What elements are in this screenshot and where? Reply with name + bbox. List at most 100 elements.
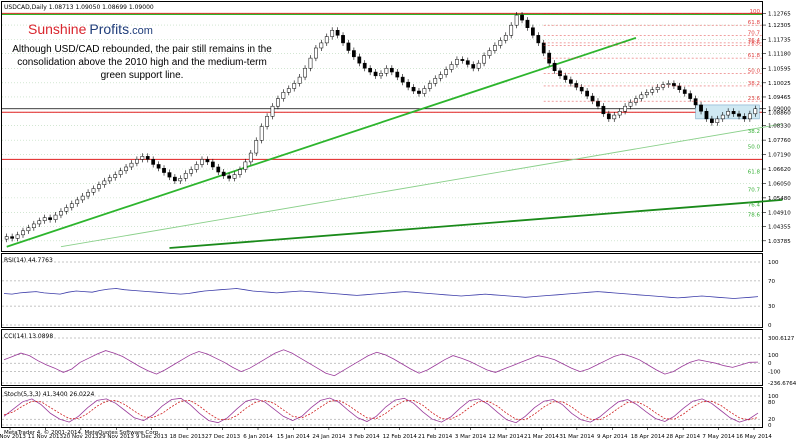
candle-body (395, 71, 400, 78)
x-tick-label: 9 Apr 2014 (597, 434, 628, 440)
candle-body (189, 169, 194, 174)
candle-body (753, 108, 758, 115)
candle-body (248, 152, 253, 163)
candle-body (531, 27, 535, 36)
rsi-line (3, 288, 759, 299)
fib-level-label: 61.8 (748, 53, 761, 59)
candle-body (655, 86, 660, 91)
x-tick-label: 11 Nov 2013 (28, 434, 64, 440)
x-tick-label: 29 Nov 2013 (99, 434, 135, 440)
y-tick-label: 1.06050 (768, 181, 791, 187)
candle-body (69, 203, 74, 208)
candle-body (64, 207, 69, 212)
y-tick-label: 1.09000 (768, 107, 791, 113)
candle-body (601, 105, 606, 115)
candle-body (503, 35, 508, 41)
indicator-tick-label: 80 (768, 400, 775, 406)
candle-body (162, 167, 166, 173)
candle-body (107, 177, 112, 182)
fib-level-label: 70.7 (748, 30, 761, 36)
candle-body (384, 67, 389, 74)
y-tick-label: 1.08330 (768, 124, 791, 130)
candle-body (433, 78, 438, 84)
stoch-signal-line (3, 399, 759, 421)
candle-body (113, 174, 118, 178)
candle-body (156, 164, 161, 169)
fib-level-label: 50.0 (748, 68, 761, 74)
candle-body (97, 184, 101, 189)
candle-body (720, 114, 725, 120)
candle-body (471, 64, 476, 69)
y-tick-label: 1.07190 (768, 153, 791, 159)
candle-body (37, 220, 42, 225)
candle-body (314, 47, 318, 59)
indicator-tick-label: -100 (768, 370, 781, 376)
y-tick-label: 1.06620 (768, 167, 791, 173)
candle-body (400, 76, 405, 83)
candle-body (341, 35, 345, 44)
x-tick-label: 9 Dec 2013 (136, 434, 168, 440)
candle-body (319, 42, 324, 49)
cci-line (3, 349, 759, 377)
candle-body (297, 76, 302, 84)
candle-body (737, 113, 741, 117)
fibonacci-labels: 10061.870.776.478.661.850.038.223.650.03… (543, 9, 762, 219)
candle-body (617, 111, 622, 116)
trend-line (6, 36, 637, 248)
candle-body (411, 86, 416, 92)
candle-body (455, 59, 459, 65)
candle-body (726, 111, 731, 116)
candle-body (227, 175, 231, 179)
price-y-axis: 1.12765 1.12305 1.11735 1.11180 1.10595 1.100… (762, 11, 791, 245)
y-tick-label: 1.09465 (768, 95, 791, 101)
fib-level-label: 61.8 (748, 20, 761, 26)
candle-body (151, 159, 156, 165)
candle-body (612, 114, 617, 120)
candle-body (31, 223, 36, 228)
candle-body (330, 30, 335, 37)
candle-body (210, 161, 215, 168)
candle-body (346, 42, 351, 51)
indicator-tick-label: 0 (768, 361, 772, 367)
candle-body (53, 214, 58, 220)
trend-lines (6, 36, 783, 249)
candle-body (232, 174, 237, 179)
candle-body (672, 83, 676, 87)
rsi-panel (1, 253, 763, 328)
price-panel (1, 1, 763, 252)
candle-body (281, 92, 286, 99)
y-tick-label: 1.11180 (768, 52, 791, 58)
candle-body (482, 55, 486, 64)
indicator-tick-label: 100 (768, 260, 779, 266)
indicator-tick-label: 0 (768, 423, 772, 429)
brand-logo: Sunshine Profits.com (28, 21, 153, 37)
candle-body (514, 14, 519, 26)
candle-body (704, 111, 709, 120)
candle-body (167, 172, 172, 178)
x-tick-label: 15 Jan 2014 (277, 434, 310, 440)
fib-level-label: 100 (750, 9, 761, 15)
y-tick-label: 1.11735 (768, 37, 791, 43)
candle-body (650, 89, 655, 93)
candle-body (42, 217, 47, 221)
x-tick-label: 12 Mar 2014 (489, 434, 524, 440)
candle-body (715, 118, 720, 123)
candle-body (75, 199, 80, 204)
candle-body (634, 98, 638, 103)
y-tick-label: 1.10595 (768, 66, 791, 72)
brand-part-1: Sunshine (28, 21, 87, 37)
candle-body (91, 188, 96, 193)
candle-body (406, 81, 410, 88)
y-tick-label: 1.08860 (768, 110, 791, 116)
indicator-tick-label: -236.6764 (768, 381, 797, 387)
candle-body (596, 100, 600, 107)
cci-panel (1, 329, 763, 386)
brand-part-2: Profits (89, 21, 129, 37)
y-tick-label: 1.10025 (768, 81, 791, 87)
x-tick-label: 18 Apr 2014 (631, 434, 666, 440)
candle-body (129, 162, 134, 168)
cci-label: CCI(14) 13.0898 (4, 333, 53, 340)
candle-body (389, 67, 394, 73)
